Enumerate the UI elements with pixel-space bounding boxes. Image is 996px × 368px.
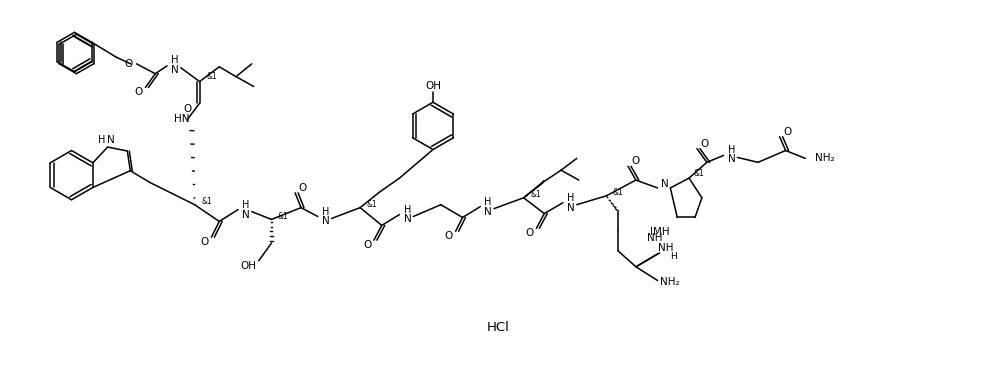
Text: H: H	[403, 205, 411, 215]
Text: N: N	[171, 65, 179, 75]
Text: O: O	[134, 88, 142, 98]
Text: O: O	[183, 104, 192, 114]
Text: O: O	[124, 59, 132, 69]
Text: &1: &1	[278, 212, 289, 221]
Polygon shape	[524, 181, 545, 198]
Text: &1: &1	[201, 197, 212, 206]
Text: &1: &1	[693, 169, 704, 178]
Text: O: O	[526, 228, 534, 238]
Text: H: H	[484, 197, 492, 207]
Text: O: O	[363, 240, 372, 250]
Text: O: O	[444, 231, 453, 241]
Text: N: N	[660, 179, 668, 189]
Text: O: O	[631, 156, 640, 166]
Text: H: H	[728, 145, 735, 155]
Text: O: O	[299, 183, 307, 193]
Text: N: N	[322, 216, 330, 226]
Text: H: H	[98, 135, 106, 145]
Text: &1: &1	[530, 190, 541, 199]
Text: IMH: IMH	[649, 227, 669, 237]
Text: NH₂: NH₂	[659, 277, 679, 287]
Text: H: H	[322, 206, 330, 217]
Text: O: O	[200, 237, 208, 247]
Text: OH: OH	[425, 81, 441, 92]
Text: H: H	[242, 200, 250, 210]
Text: NH: NH	[657, 243, 673, 253]
Text: H: H	[171, 55, 178, 65]
Text: &1: &1	[206, 72, 217, 81]
Text: O: O	[701, 139, 709, 149]
Text: NH₂: NH₂	[815, 153, 835, 163]
Text: &1: &1	[367, 200, 377, 209]
Text: HCl: HCl	[487, 321, 509, 334]
Text: H: H	[567, 193, 575, 203]
Text: N: N	[567, 203, 575, 213]
Text: &1: &1	[613, 188, 623, 197]
Text: N: N	[484, 206, 492, 217]
Text: NH: NH	[646, 233, 662, 243]
Text: H: H	[670, 252, 676, 261]
Text: N: N	[727, 155, 735, 164]
Text: N: N	[403, 215, 411, 224]
Text: N: N	[107, 135, 115, 145]
Text: HN: HN	[174, 114, 189, 124]
Text: OH: OH	[241, 261, 257, 271]
Text: N: N	[242, 209, 250, 220]
Text: O: O	[784, 127, 792, 137]
